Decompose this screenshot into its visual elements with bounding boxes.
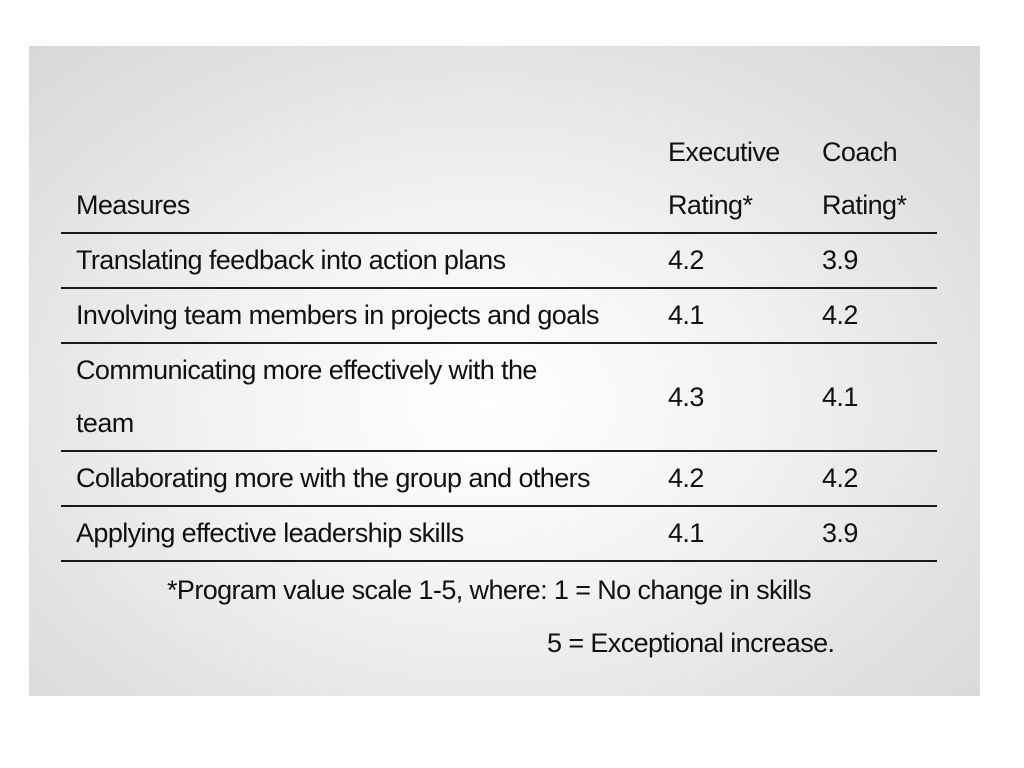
header-executive-rating: Executive Rating* xyxy=(653,126,807,234)
footnote-line-2: 5 = Exceptional increase. xyxy=(547,628,835,658)
header-executive-line1: Executive xyxy=(668,137,780,167)
header-coach-line2: Rating* xyxy=(822,190,907,220)
header-coach-rating: Coach Rating* xyxy=(807,126,937,234)
coach-rating-cell: 3.9 xyxy=(807,506,937,562)
table-row: Applying effective leadership skills 4.1… xyxy=(61,506,937,562)
slide: Measures Executive Rating* Coach Rating*… xyxy=(29,46,980,696)
table-row: Collaborating more with the group and ot… xyxy=(61,451,937,507)
footnote-line-1: *Program value scale 1-5, where: 1 = No … xyxy=(167,575,812,605)
measure-cell: Collaborating more with the group and ot… xyxy=(61,451,653,507)
executive-rating-cell: 4.3 xyxy=(653,343,807,452)
executive-rating-cell: 4.1 xyxy=(653,288,807,344)
measure-cell: Involving team members in projects and g… xyxy=(61,288,653,344)
coach-rating-cell: 4.2 xyxy=(807,451,937,507)
ratings-table: Measures Executive Rating* Coach Rating*… xyxy=(61,126,937,562)
measure-cell: Translating feedback into action plans xyxy=(61,233,653,289)
executive-rating-cell: 4.2 xyxy=(653,233,807,289)
table-header-row: Measures Executive Rating* Coach Rating* xyxy=(61,126,937,234)
table-row: Communicating more effectively with the … xyxy=(61,343,937,452)
measure-cell: Communicating more effectively with the … xyxy=(61,343,653,452)
table-row: Translating feedback into action plans 4… xyxy=(61,233,937,289)
coach-rating-cell: 3.9 xyxy=(807,233,937,289)
header-coach-line1: Coach xyxy=(822,137,898,167)
measure-cell: Applying effective leadership skills xyxy=(61,506,653,562)
coach-rating-cell: 4.1 xyxy=(807,343,937,452)
coach-rating-cell: 4.2 xyxy=(807,288,937,344)
executive-rating-cell: 4.2 xyxy=(653,451,807,507)
executive-rating-cell: 4.1 xyxy=(653,506,807,562)
table-row: Involving team members in projects and g… xyxy=(61,288,937,344)
header-executive-line2: Rating* xyxy=(668,190,753,220)
header-measures: Measures xyxy=(61,126,653,234)
